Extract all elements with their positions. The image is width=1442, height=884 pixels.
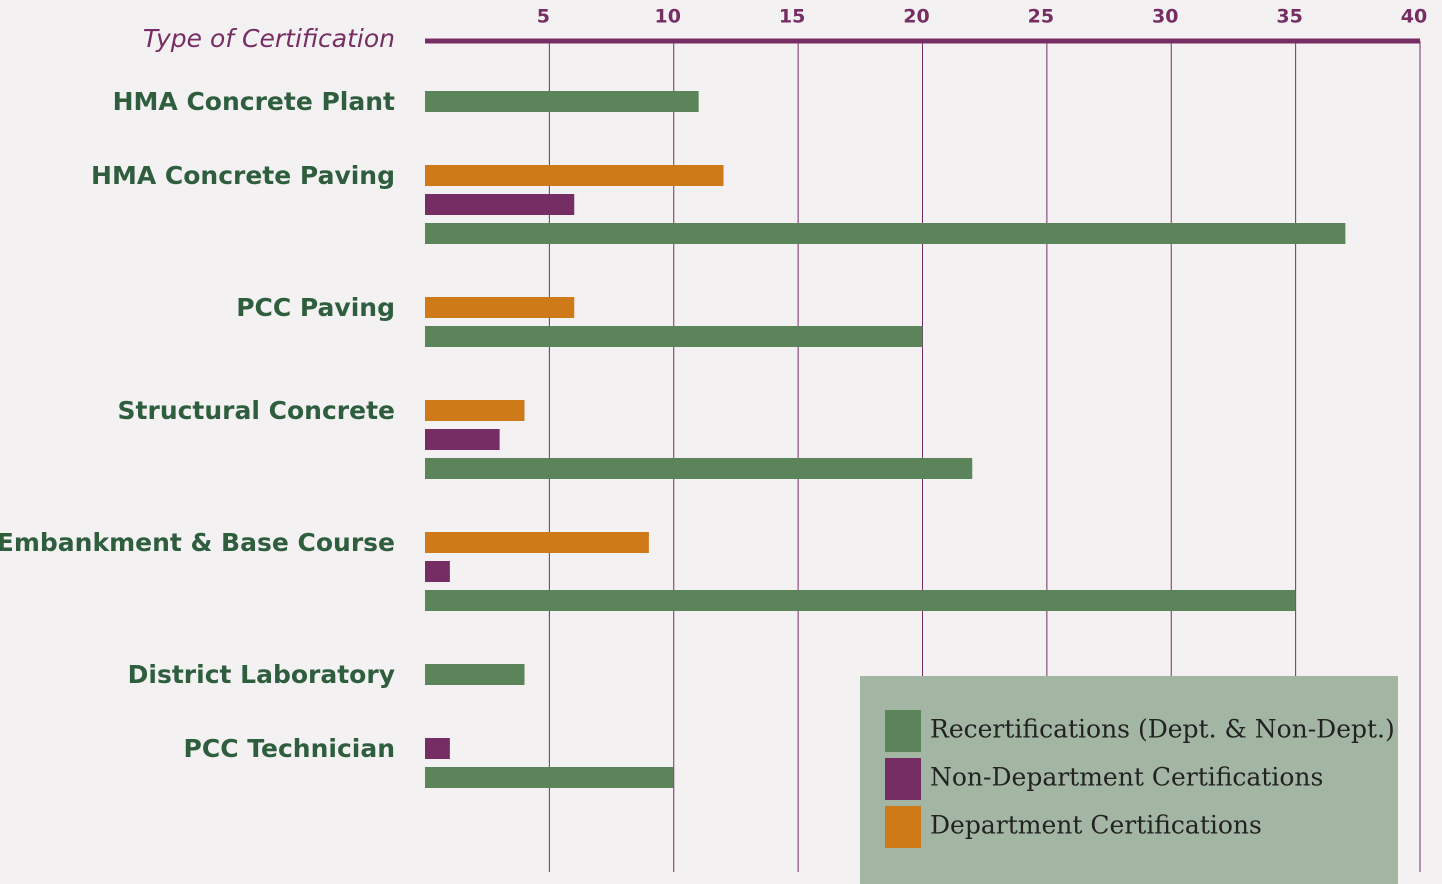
- category-label: PCC Technician: [184, 734, 395, 763]
- bar: [425, 561, 450, 582]
- legend-swatch: [885, 806, 921, 848]
- bar: [425, 458, 973, 479]
- x-tick-label: 5: [537, 6, 550, 28]
- category-label: PCC Paving: [236, 293, 395, 322]
- x-tick-label: 20: [903, 6, 929, 28]
- bar: [425, 590, 1296, 611]
- bar: [425, 400, 525, 421]
- category-label: HMA Concrete Plant: [113, 87, 395, 116]
- bar: [425, 91, 699, 112]
- category-label: HMA Concrete Paving: [91, 161, 395, 190]
- legend-swatch: [885, 710, 921, 752]
- bar: [425, 165, 724, 186]
- bar: [425, 664, 525, 685]
- bar: [425, 767, 674, 788]
- x-tick-label: 25: [1028, 6, 1054, 28]
- axis-title: Type of Certification: [143, 24, 395, 53]
- legend-box: [860, 676, 1398, 884]
- legend-label: Recertifications (Dept. & Non-Dept.): [930, 715, 1395, 744]
- bar: [425, 738, 450, 759]
- category-label: Structural Concrete: [118, 396, 395, 425]
- legend-label: Non-Department Certifications: [930, 763, 1323, 792]
- bar: [425, 326, 923, 347]
- legend-label: Department Certifications: [930, 811, 1262, 840]
- bar: [425, 223, 1346, 244]
- bar: [425, 194, 575, 215]
- x-tick-label: 10: [655, 6, 681, 28]
- bar: [425, 429, 500, 450]
- x-tick-label: 30: [1152, 6, 1178, 28]
- x-tick-label: 40: [1401, 6, 1427, 28]
- category-label: Embankment & Base Course: [0, 528, 395, 557]
- bar: [425, 297, 575, 318]
- x-tick-label: 15: [779, 6, 805, 28]
- bar: [425, 532, 649, 553]
- x-tick-label: 35: [1276, 6, 1302, 28]
- category-label: District Laboratory: [128, 660, 395, 689]
- legend: Recertifications (Dept. & Non-Dept.) Non-…: [860, 676, 1398, 884]
- legend-swatch: [885, 758, 921, 800]
